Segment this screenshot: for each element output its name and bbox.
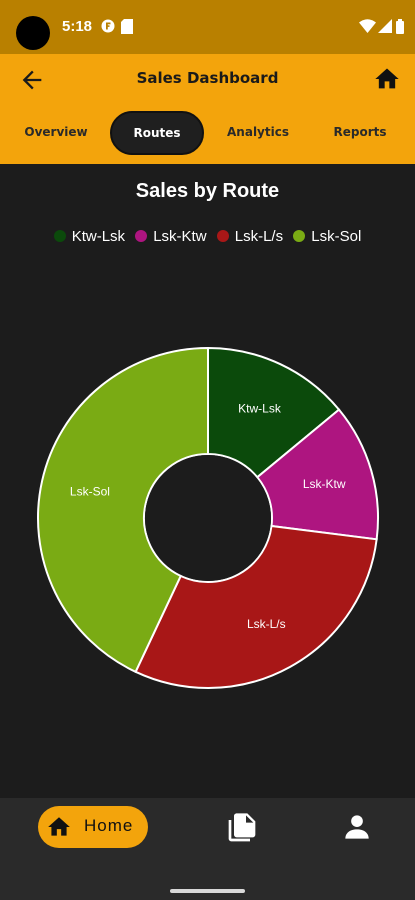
donut-slice-lsk-ktw[interactable] [255, 408, 379, 541]
legend-item-ktw-lsk[interactable]: Ktw-Lsk [53, 228, 126, 245]
legend-label: Ktw-Lsk [71, 228, 126, 245]
app-bar: Sales Dashboard Overview Routes Analytic… [0, 54, 415, 164]
bottom-nav: Home [0, 798, 415, 900]
donut-slice-label: Lsk-Sol [70, 485, 110, 499]
documents-icon[interactable] [226, 811, 258, 845]
donut-slice-label: Ktw-Lsk [238, 402, 282, 416]
donut-hole [145, 455, 271, 581]
donut-slice-ktw-lsk[interactable] [207, 346, 341, 479]
home-icon[interactable] [373, 65, 401, 93]
status-bar: 5:18 [0, 0, 415, 54]
home-icon [48, 817, 70, 836]
legend-item-lsk-sol[interactable]: Lsk-Sol [293, 228, 361, 245]
donut-slice-label: Lsk-L/s [247, 617, 286, 631]
page-title: Sales Dashboard [136, 69, 279, 87]
tab-reports[interactable]: Reports [333, 125, 387, 139]
gesture-bar [170, 889, 245, 893]
signal-icon [378, 19, 392, 33]
sd-card-icon [121, 19, 133, 34]
camera-cutout [16, 16, 50, 50]
tab-routes[interactable]: Routes [110, 111, 204, 155]
chart-title: Sales by Route [135, 180, 280, 202]
legend-swatch [293, 230, 306, 242]
battery-icon [396, 19, 404, 34]
tab-overview[interactable]: Overview [24, 125, 88, 139]
tab-analytics[interactable]: Analytics [227, 125, 289, 139]
nav-home-label: Home [84, 816, 134, 835]
app-notification-icon [101, 19, 115, 33]
nav-home-button[interactable]: Home [38, 806, 148, 848]
donut-slice-lsk-l-s[interactable] [134, 524, 378, 689]
tab-bar: Overview Routes Analytics Reports [0, 110, 415, 156]
chart-legend: Ktw-Lsk Lsk-Ktw Lsk-L/s Lsk-Sol [0, 228, 415, 245]
profile-icon[interactable] [343, 813, 371, 841]
legend-swatch [216, 230, 229, 242]
legend-label: Lsk-Ktw [153, 228, 207, 245]
legend-item-lsk-ktw[interactable]: Lsk-Ktw [135, 228, 207, 245]
legend-label: Lsk-L/s [234, 228, 284, 245]
donut-chart: Ktw-Lsk Lsk-Ktw Lsk-L/s Lsk-Sol [37, 346, 379, 689]
donut-slice-lsk-sol[interactable] [37, 346, 209, 674]
back-arrow-icon[interactable] [18, 66, 46, 94]
wifi-icon [359, 19, 376, 33]
legend-item-lsk-ls[interactable]: Lsk-L/s [216, 228, 284, 245]
legend-label: Lsk-Sol [311, 228, 362, 245]
legend-swatch [135, 230, 148, 242]
legend-swatch [53, 230, 66, 242]
status-time: 5:18 [62, 18, 93, 35]
donut-slice-label: Lsk-Ktw [303, 477, 346, 491]
